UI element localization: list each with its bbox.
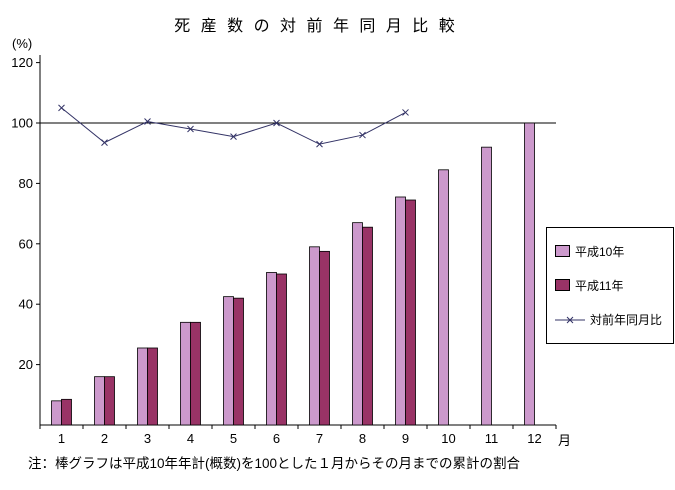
bar-series-2: [405, 199, 416, 426]
x-category-label: 11: [485, 431, 499, 446]
x-marker-icon: [144, 118, 151, 125]
x-marker-icon: [402, 109, 409, 116]
legend-label: 平成10年: [575, 244, 625, 259]
y-tick-label: 80: [19, 176, 33, 191]
bar-series-2: [233, 297, 244, 426]
legend-item: 平成10年: [555, 243, 671, 260]
bar-series-1: [266, 272, 277, 426]
bar-series-1: [395, 196, 406, 426]
legend-line-swatch: [555, 316, 585, 324]
legend-label: 対前年同月比: [590, 313, 663, 328]
bar-series-1: [481, 146, 492, 426]
bar-series-2: [362, 226, 373, 426]
x-axis-unit-label: 月: [558, 433, 572, 448]
bar-series-1: [51, 400, 62, 426]
y-axis-unit-label: (%): [12, 36, 33, 51]
x-category-label: 12: [527, 431, 541, 446]
x-category-label: 2: [101, 431, 108, 446]
footnote: 注：棒グラフは平成10年年計(概数)を100とした１月からその月までの累計の割合: [28, 456, 521, 471]
legend-label: 平成11年: [575, 278, 624, 293]
bar-series-1: [352, 222, 363, 426]
x-category-label: 10: [441, 431, 455, 446]
legend-bar-swatch: [555, 279, 570, 292]
x-marker-icon: [230, 133, 237, 140]
x-category-label: 3: [144, 431, 151, 446]
x-marker-icon: [101, 139, 108, 146]
y-tick-label: 40: [19, 297, 33, 312]
legend-item: 平成11年: [555, 277, 671, 294]
y-tick-label: 20: [19, 357, 33, 372]
x-marker-icon: [273, 119, 280, 127]
x-category-label: 4: [187, 431, 194, 446]
bar-series-2: [104, 376, 115, 426]
y-tick-label: 100: [11, 116, 33, 131]
chart-legend: 平成10年平成11年対前年同月比: [546, 227, 674, 344]
x-marker-icon: [316, 140, 323, 148]
bar-series-1: [438, 169, 449, 426]
legend-item: 対前年同月比: [555, 311, 671, 328]
x-category-label: 1: [58, 431, 65, 446]
x-marker-icon: [58, 104, 65, 112]
x-category-label: 6: [273, 431, 280, 446]
bar-series-1: [309, 246, 320, 426]
x-category-label: 9: [402, 431, 409, 446]
y-tick-label: 120: [11, 55, 33, 70]
chart-title: 死 産 数 の 対 前 年 同 月 比 較: [174, 18, 458, 35]
bar-series-1: [94, 376, 105, 426]
x-category-label: 7: [316, 431, 323, 446]
bar-series-2: [319, 250, 330, 426]
x-category-label: 5: [230, 431, 237, 446]
bar-series-1: [524, 122, 535, 426]
x-marker-icon: [187, 125, 194, 133]
bar-series-1: [223, 296, 234, 426]
bar-series-2: [276, 273, 287, 426]
bar-series-1: [180, 321, 191, 426]
y-tick-label: 60: [19, 236, 33, 251]
bar-series-2: [147, 347, 158, 426]
legend-bar-swatch: [555, 245, 570, 258]
bar-series-2: [61, 398, 72, 426]
x-category-label: 8: [359, 431, 366, 446]
x-marker-icon: [359, 131, 366, 139]
bar-series-1: [137, 347, 148, 426]
bar-series-2: [190, 321, 201, 426]
line-series: [61, 107, 406, 145]
